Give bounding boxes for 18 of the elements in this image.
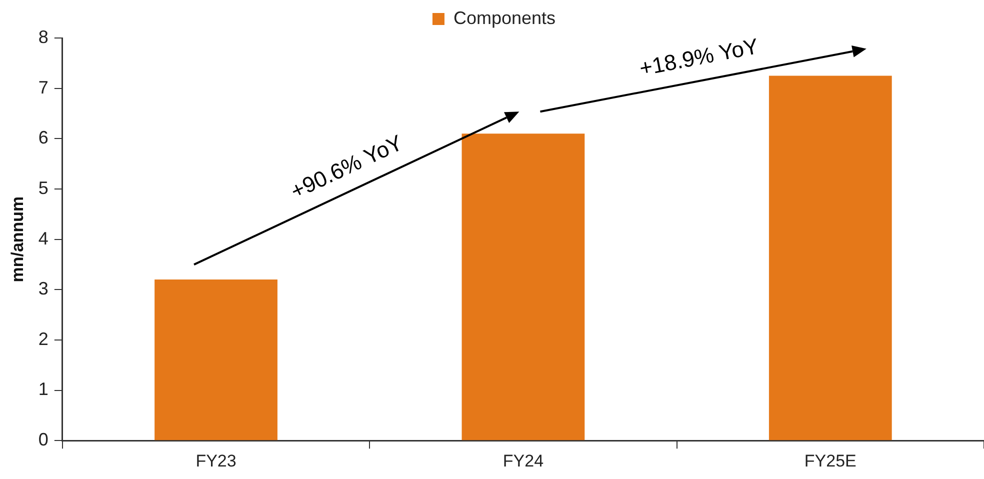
bar [768, 76, 892, 440]
y-axis-title: mn/annum [8, 196, 27, 282]
x-tick-label: FY23 [196, 451, 236, 470]
y-tick-label: 5 [38, 178, 48, 198]
bar [462, 134, 585, 440]
y-tick-label: 1 [38, 379, 48, 400]
y-tick-label: 3 [38, 278, 48, 299]
x-tick-label: FY25E [804, 451, 856, 470]
bar [154, 280, 278, 440]
y-tick-label: 8 [38, 26, 48, 47]
y-tick-label: 7 [38, 77, 48, 98]
y-tick-label: 6 [38, 128, 48, 148]
legend-label: Components [453, 8, 556, 28]
annotation: +18.9% YoY [637, 33, 761, 81]
y-tick-label: 4 [38, 228, 48, 248]
y-tick-label: 0 [38, 430, 48, 450]
y-tick-label: 2 [38, 328, 48, 349]
x-tick-label: FY24 [502, 451, 544, 470]
